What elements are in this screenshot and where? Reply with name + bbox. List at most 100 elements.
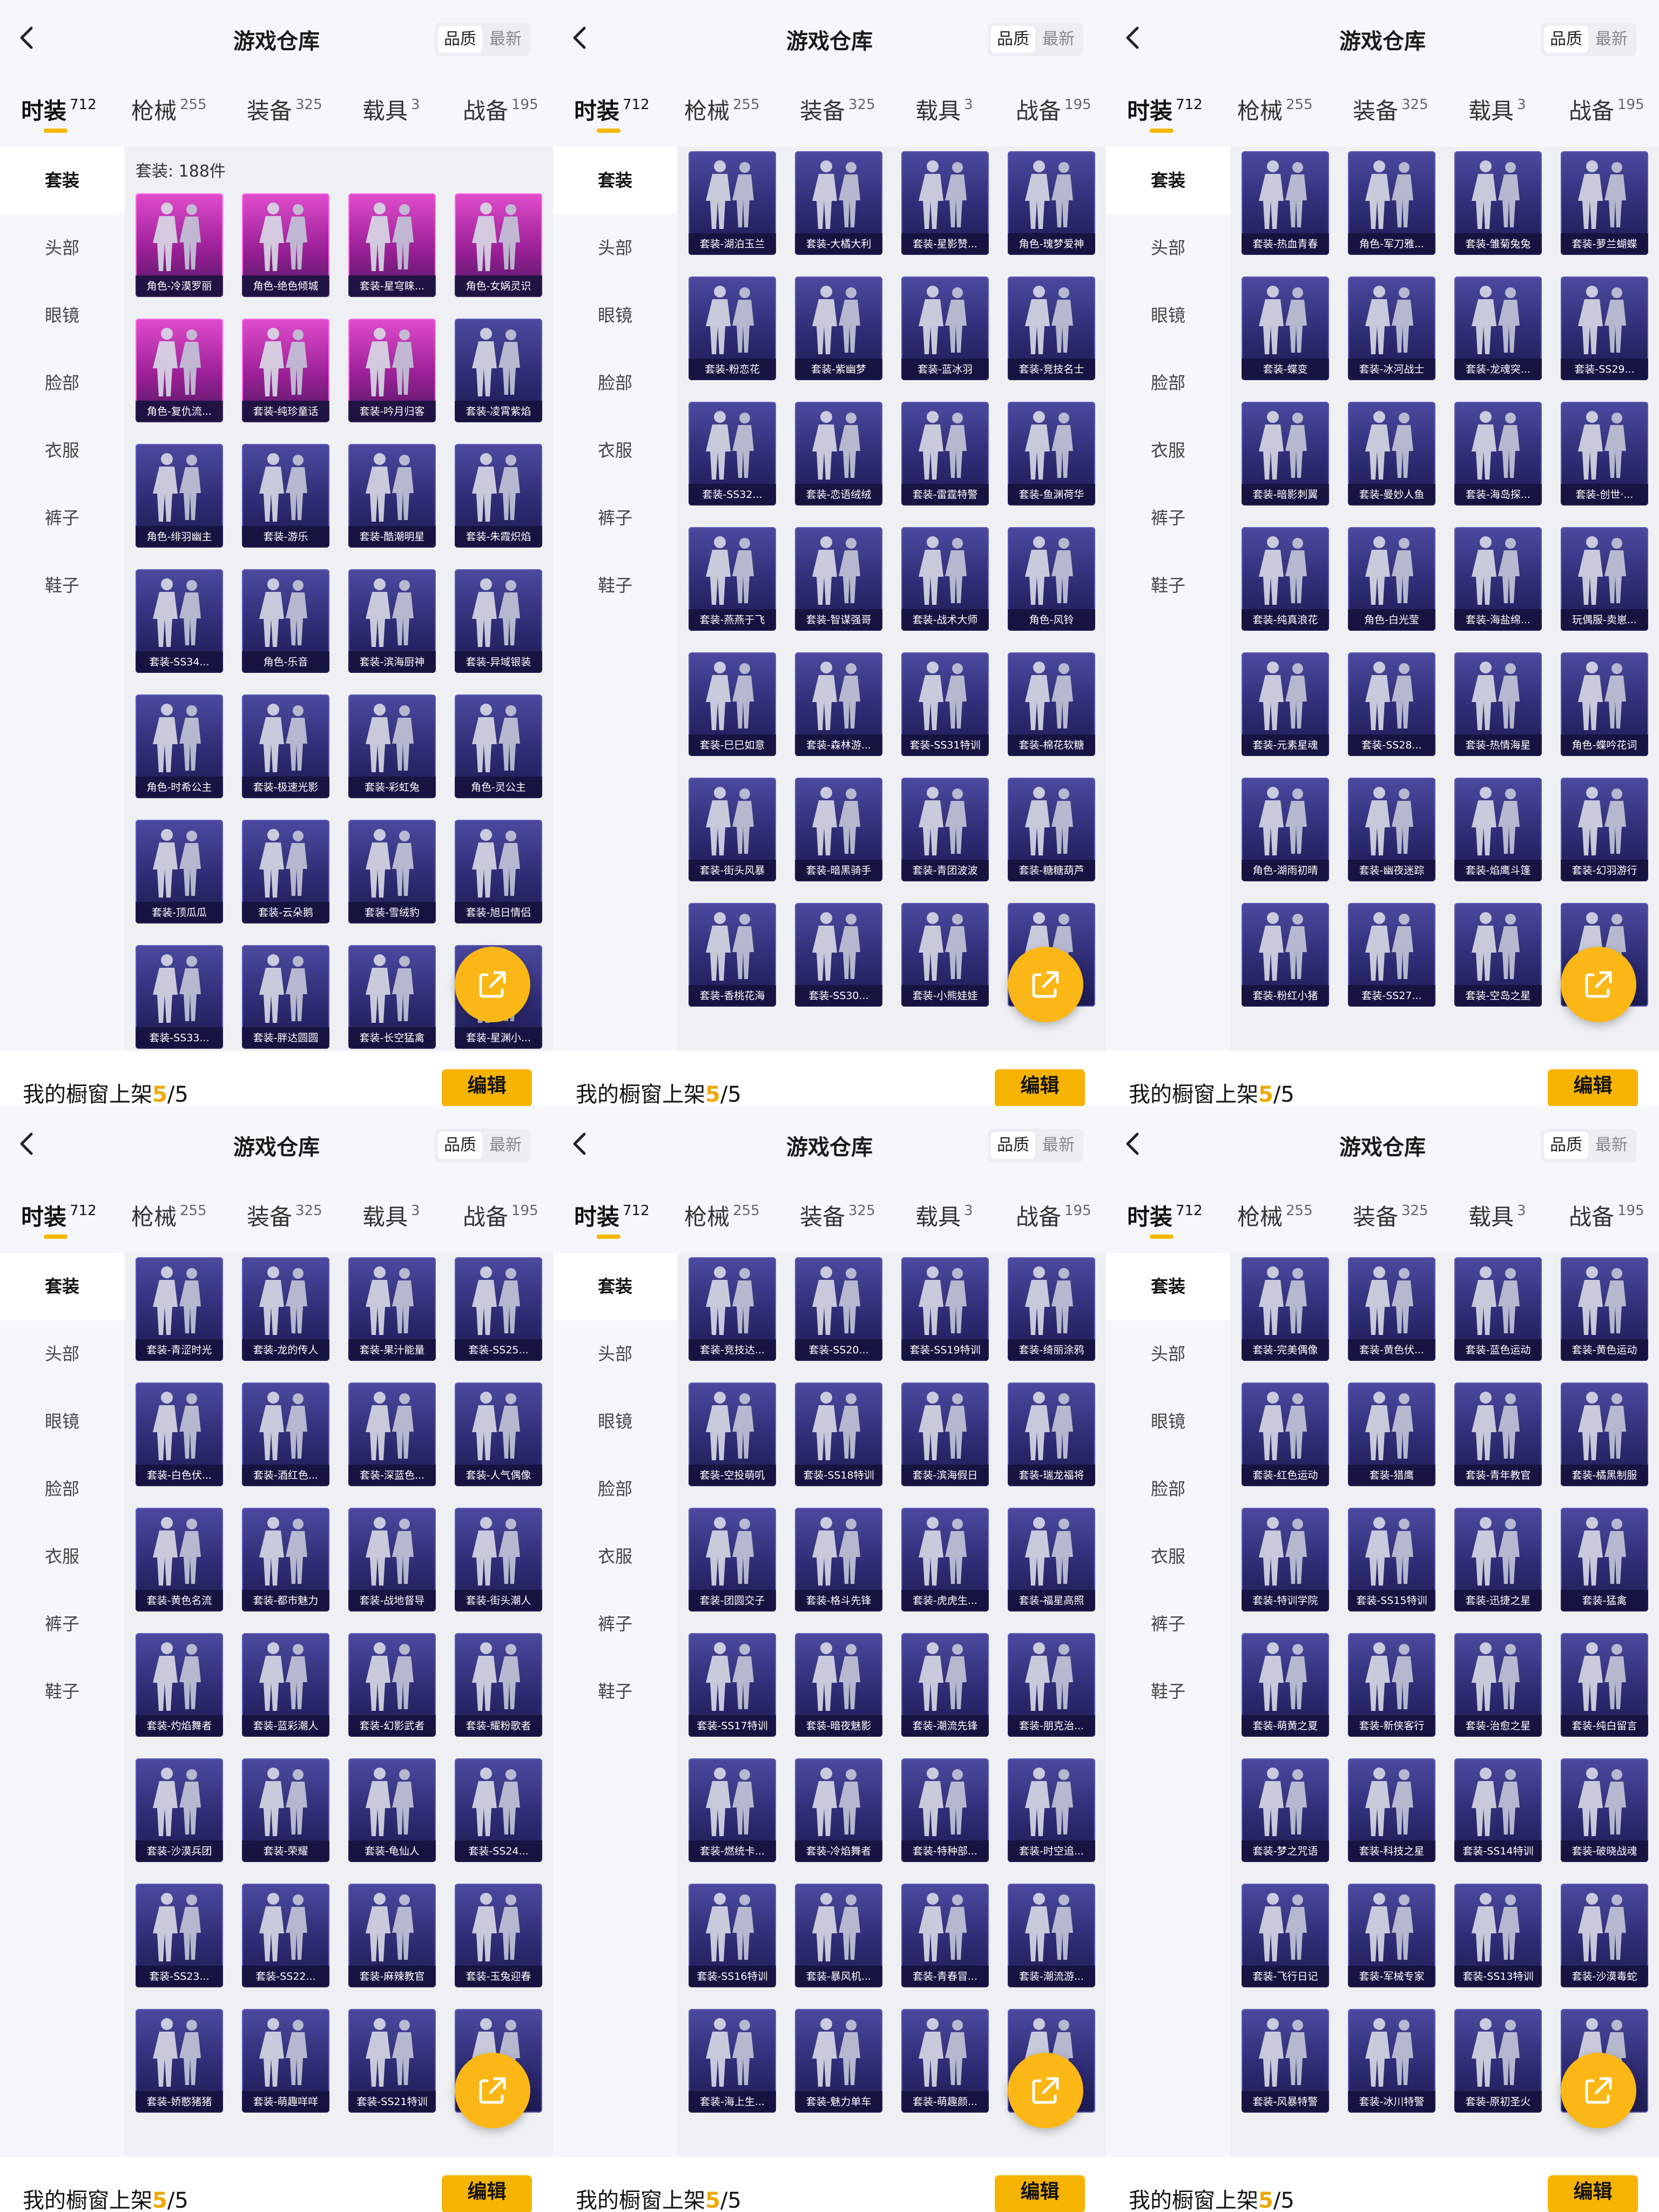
category-tab[interactable]: 战备 195: [1016, 1199, 1091, 1232]
item-card[interactable]: 套装-黄色运动: [1561, 1257, 1648, 1361]
item-card[interactable]: 套装-星影赞...: [901, 151, 989, 255]
item-card[interactable]: 套装-蝶变: [1242, 276, 1329, 380]
category-tab[interactable]: 载具 3: [362, 1199, 420, 1232]
category-tab[interactable]: 时装 712: [1127, 1199, 1203, 1232]
item-card[interactable]: 套装-萝兰蝴蝶: [1561, 151, 1648, 255]
item-card[interactable]: 角色-白光莹: [1348, 527, 1435, 631]
item-card[interactable]: 套装-暴风机...: [795, 1884, 882, 1987]
sidebar-item[interactable]: 脸部: [1150, 1479, 1185, 1499]
item-card[interactable]: 套装-SS28...: [1348, 652, 1435, 756]
item-card[interactable]: 套装-魅力单车: [795, 2009, 882, 2113]
sidebar-item[interactable]: 裤子: [1150, 1614, 1185, 1634]
item-card[interactable]: 套装-滨海假日: [901, 1382, 989, 1486]
item-card[interactable]: 套装-娇憨猪猪: [136, 2009, 223, 2113]
sidebar-item[interactable]: 套装: [0, 147, 124, 214]
item-card[interactable]: 套装-朱霞炽焰: [455, 444, 542, 548]
sidebar-item[interactable]: 鞋子: [1150, 1681, 1185, 1702]
item-card[interactable]: 套装-暗影刺翼: [1242, 402, 1329, 505]
share-button[interactable]: [1008, 2053, 1083, 2128]
back-button[interactable]: [567, 25, 593, 51]
category-tab[interactable]: 时装 712: [574, 1199, 650, 1232]
item-card[interactable]: 套装-萌趣咩咩: [242, 2009, 329, 2113]
item-card[interactable]: 套装-SS21特训: [348, 2009, 436, 2113]
item-card[interactable]: 套装-酷潮明星: [348, 444, 436, 548]
category-tab[interactable]: 装备 325: [800, 1199, 875, 1232]
item-card[interactable]: 套装-团圆交子: [689, 1508, 776, 1611]
item-card[interactable]: 套装-飞行日记: [1242, 1884, 1329, 1987]
item-card[interactable]: 套装-SS19特训: [901, 1257, 989, 1361]
category-tab[interactable]: 时装 712: [1127, 93, 1203, 126]
item-card[interactable]: 套装-凌霄紫焰: [455, 319, 542, 422]
sort-option[interactable]: 最新: [1595, 1136, 1628, 1155]
item-card[interactable]: 套装-猛禽: [1561, 1508, 1648, 1611]
item-card[interactable]: 套装-猎鹰: [1348, 1382, 1435, 1486]
item-card[interactable]: 套装-顶瓜瓜: [136, 820, 223, 923]
item-card[interactable]: 套装-青春冒...: [901, 1884, 989, 1987]
sidebar-item[interactable]: 头部: [44, 238, 79, 258]
item-card[interactable]: 套装-雪绒豹: [348, 820, 436, 923]
category-tab[interactable]: 载具 3: [915, 1199, 973, 1232]
category-tab[interactable]: 时装 712: [21, 93, 97, 126]
item-card[interactable]: 套装-SS16特训: [689, 1884, 776, 1987]
sidebar-item[interactable]: 眼镜: [44, 305, 79, 326]
category-tab[interactable]: 战备 195: [463, 93, 538, 126]
item-card[interactable]: 玩偶服-卖崽...: [1561, 527, 1648, 631]
sidebar-item[interactable]: 眼镜: [1150, 1411, 1185, 1432]
back-button[interactable]: [1120, 1131, 1146, 1157]
item-card[interactable]: 套装-SS31特训: [901, 652, 989, 756]
item-card[interactable]: 套装-吟月归客: [348, 319, 436, 422]
item-card[interactable]: 套装-SS20...: [795, 1257, 882, 1361]
sidebar-item[interactable]: 裤子: [597, 1614, 632, 1634]
item-card[interactable]: 套装-SS13特训: [1454, 1884, 1542, 1987]
item-card[interactable]: 套装-粉恋花: [689, 276, 776, 380]
item-card[interactable]: 套装-云朵鹅: [242, 820, 329, 923]
sidebar-item[interactable]: 套装: [1106, 147, 1230, 214]
sort-option[interactable]: 最新: [1595, 30, 1628, 49]
sort-option[interactable]: 品质: [1544, 26, 1588, 53]
item-card[interactable]: 套装-长空猛禽: [348, 945, 436, 1049]
item-card[interactable]: 套装-竞技达...: [689, 1257, 776, 1361]
item-card[interactable]: 套装-完美偶像: [1242, 1257, 1329, 1361]
sidebar-item[interactable]: 裤子: [597, 508, 632, 528]
item-card[interactable]: 套装-福星高照: [1008, 1508, 1095, 1611]
item-card[interactable]: 套装-战地督导: [348, 1508, 436, 1611]
item-card[interactable]: 套装-都市魅力: [242, 1508, 329, 1611]
item-card[interactable]: 套装-小熊娃娃: [901, 903, 989, 1007]
sidebar-item[interactable]: 套装: [553, 1253, 677, 1320]
item-card[interactable]: 套装-滨海厨神: [348, 569, 436, 673]
item-card[interactable]: 套装-梦之咒语: [1242, 1758, 1329, 1862]
item-card[interactable]: 套装-橘黑制服: [1561, 1382, 1648, 1486]
category-tab[interactable]: 装备 325: [247, 1199, 322, 1232]
item-card[interactable]: 套装-深蓝色...: [348, 1382, 436, 1486]
sidebar-item[interactable]: 裤子: [1150, 508, 1185, 528]
item-card[interactable]: 套装-创世·...: [1561, 402, 1648, 505]
item-card[interactable]: 套装-瑞龙福将: [1008, 1382, 1095, 1486]
category-tab[interactable]: 枪械 255: [684, 1199, 760, 1232]
share-button[interactable]: [1561, 947, 1636, 1022]
edit-button[interactable]: 编辑: [1548, 1069, 1638, 1106]
sidebar-item[interactable]: 脸部: [44, 373, 79, 393]
item-card[interactable]: 套装-热血青春: [1242, 151, 1329, 255]
item-card[interactable]: 角色-瑰梦爱神: [1008, 151, 1095, 255]
share-button[interactable]: [1561, 2053, 1636, 2128]
sidebar-item[interactable]: 头部: [1150, 1344, 1185, 1364]
item-card[interactable]: 角色-灵公主: [455, 694, 542, 798]
sort-option[interactable]: 品质: [991, 26, 1035, 53]
item-card[interactable]: 套装-SS27...: [1348, 903, 1435, 1007]
item-card[interactable]: 套装-风暴特警: [1242, 2009, 1329, 2113]
item-card[interactable]: 套装-格斗先锋: [795, 1508, 882, 1611]
item-card[interactable]: 角色-复仇流...: [136, 319, 223, 422]
sidebar-item[interactable]: 裤子: [44, 508, 79, 528]
item-card[interactable]: 套装-海上生...: [689, 2009, 776, 2113]
sidebar-item[interactable]: 眼镜: [1150, 305, 1185, 326]
category-tab[interactable]: 载具 3: [362, 93, 420, 126]
item-card[interactable]: 套装-海盐绵...: [1454, 527, 1542, 631]
item-card[interactable]: 套装-棉花软糖: [1008, 652, 1095, 756]
category-tab[interactable]: 枪械 255: [131, 1199, 207, 1232]
item-card[interactable]: 套装-龙的传人: [242, 1257, 329, 1361]
sort-option[interactable]: 最新: [489, 1136, 522, 1155]
category-tab[interactable]: 装备 325: [1353, 1199, 1428, 1232]
category-tab[interactable]: 载具 3: [915, 93, 973, 126]
item-card[interactable]: 套装-青年教官: [1454, 1382, 1542, 1486]
item-card[interactable]: 套装-青涩时光: [136, 1257, 223, 1361]
